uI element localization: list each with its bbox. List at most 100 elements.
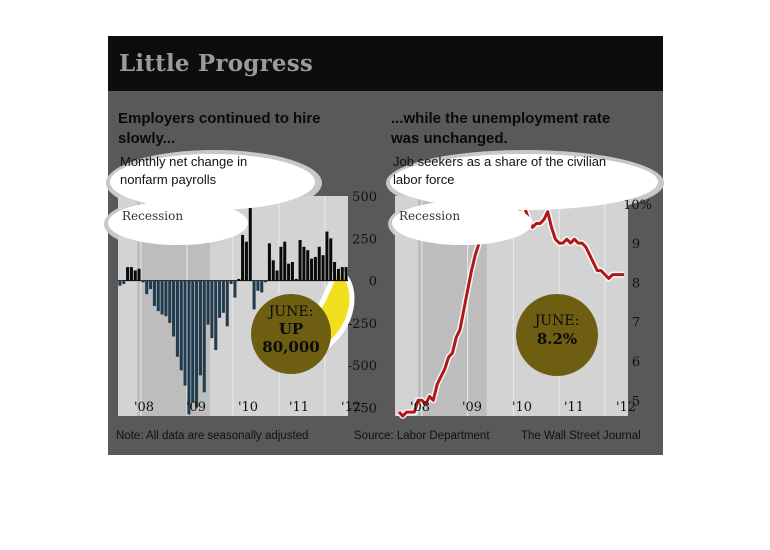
left-bar: [317, 246, 321, 281]
left-bar: [237, 278, 241, 281]
left-bar: [221, 280, 225, 313]
left-bar: [210, 280, 214, 339]
left-bar: [252, 280, 256, 310]
left-bar: [287, 263, 291, 281]
right-callout-line-1: JUNE:: [534, 313, 580, 329]
right-x-tick-label: '11: [564, 400, 584, 415]
left-bar: [302, 246, 306, 281]
left-x-tick-label: '08: [134, 400, 154, 415]
right-sub-blob: [390, 154, 658, 210]
left-heading-line-1: Employers continued to hire: [118, 110, 321, 127]
left-bar: [133, 270, 137, 281]
left-bar: [271, 260, 275, 281]
right-callout-line-2: 8.2%: [536, 330, 578, 348]
right-subtitle-line-1: Job seekers as a share of the civilian: [393, 154, 607, 169]
left-heading: Employers continued to hire slowly...: [118, 109, 321, 149]
left-y-tick-label: 0: [369, 275, 377, 290]
left-x-tick-label: '11: [289, 400, 309, 415]
left-y-tick-label: 500: [352, 190, 377, 205]
left-bar: [298, 240, 302, 281]
right-heading-line-1: ...while the unemployment rate: [391, 110, 611, 127]
left-bar: [172, 280, 176, 337]
left-bar: [340, 267, 344, 281]
left-bar: [137, 268, 141, 281]
left-callout-line-3: 80,000: [262, 338, 320, 356]
left-y-tick-label: -750: [348, 402, 377, 417]
header-bar: Little Progress: [108, 36, 663, 91]
left-y-tick-label: -250: [348, 317, 377, 332]
left-bar: [264, 280, 268, 283]
right-x-tick-label: '12: [616, 400, 636, 415]
left-bar: [206, 280, 210, 325]
left-bar: [321, 255, 325, 281]
right-callout: JUNE: 8.2%: [516, 294, 598, 376]
footer-publisher: The Wall Street Journal: [521, 430, 641, 442]
left-bar: [202, 280, 206, 393]
right-y-tick-label: 8: [632, 276, 640, 291]
left-x-tick-label: '09: [186, 400, 206, 415]
left-bar: [267, 243, 271, 281]
left-bar: [248, 201, 252, 281]
left-bar: [198, 280, 202, 376]
left-recession-blob: [108, 201, 248, 245]
right-subtitle-line-2: labor force: [393, 172, 455, 187]
right-subtitle: Job seekers as a share of the civilian l…: [393, 153, 606, 189]
left-bar: [344, 267, 348, 281]
left-bar: [122, 280, 126, 284]
right-y-tick-label: 6: [632, 355, 640, 370]
chart-card: Little Progress Employers continued to h…: [104, 36, 664, 455]
left-bar: [256, 280, 260, 291]
left-bar: [244, 241, 248, 281]
right-y-tick-label: 10%: [623, 198, 652, 213]
left-callout: JUNE: UP 80,000: [251, 294, 331, 374]
left-bar: [214, 280, 218, 350]
left-bar: [336, 268, 340, 281]
left-x-tick-label: '12: [341, 400, 361, 415]
left-bar: [225, 280, 229, 327]
left-bar: [145, 280, 149, 295]
left-bar: [279, 246, 283, 281]
footer-source: Source: Labor Department: [354, 430, 490, 442]
left-bar: [160, 280, 164, 315]
right-x-tick-label: '10: [512, 400, 532, 415]
left-bar: [129, 267, 133, 281]
right-x-tick-label: '09: [462, 400, 482, 415]
left-x-tick-label: '10: [238, 400, 258, 415]
left-bar: [275, 270, 279, 281]
left-bar: [152, 280, 156, 306]
left-bar: [229, 280, 233, 284]
left-bar: [333, 262, 337, 281]
right-y-tick-label: 7: [632, 316, 640, 331]
left-bar: [218, 280, 222, 318]
left-bar: [141, 280, 145, 283]
left-subtitle-line-1: Monthly net change in: [120, 154, 248, 169]
left-bar: [310, 258, 314, 281]
right-recession-blob: [392, 201, 532, 245]
left-callout-line-2: UP: [278, 320, 304, 338]
right-y-tick-label: 9: [632, 237, 640, 252]
left-bar: [149, 280, 153, 290]
left-bar: [283, 241, 287, 281]
left-subtitle-line-2: nonfarm payrolls: [120, 172, 217, 187]
left-recession-label: Recession: [122, 209, 184, 223]
left-bar: [183, 280, 187, 386]
left-bar: [294, 278, 298, 281]
footer-note: Note: All data are seasonally adjusted: [116, 430, 309, 442]
left-subtitle: Monthly net change in nonfarm payrolls: [120, 153, 247, 189]
left-bar: [118, 280, 122, 286]
left-bar: [329, 238, 333, 281]
left-bar: [175, 280, 179, 357]
left-bar: [260, 280, 264, 293]
left-bar: [187, 280, 191, 415]
left-bar: [164, 280, 168, 317]
left-bar: [241, 234, 245, 281]
left-bar: [191, 280, 195, 403]
right-x-tick-label: '08: [410, 400, 430, 415]
left-bar: [179, 280, 183, 371]
left-y-tick-label: 250: [352, 232, 377, 247]
right-heading: ...while the unemployment rate was uncha…: [391, 109, 610, 149]
left-bar: [290, 262, 294, 281]
left-bar: [195, 280, 199, 408]
right-y-tick-label: 5: [632, 394, 640, 409]
left-bar: [306, 250, 310, 281]
